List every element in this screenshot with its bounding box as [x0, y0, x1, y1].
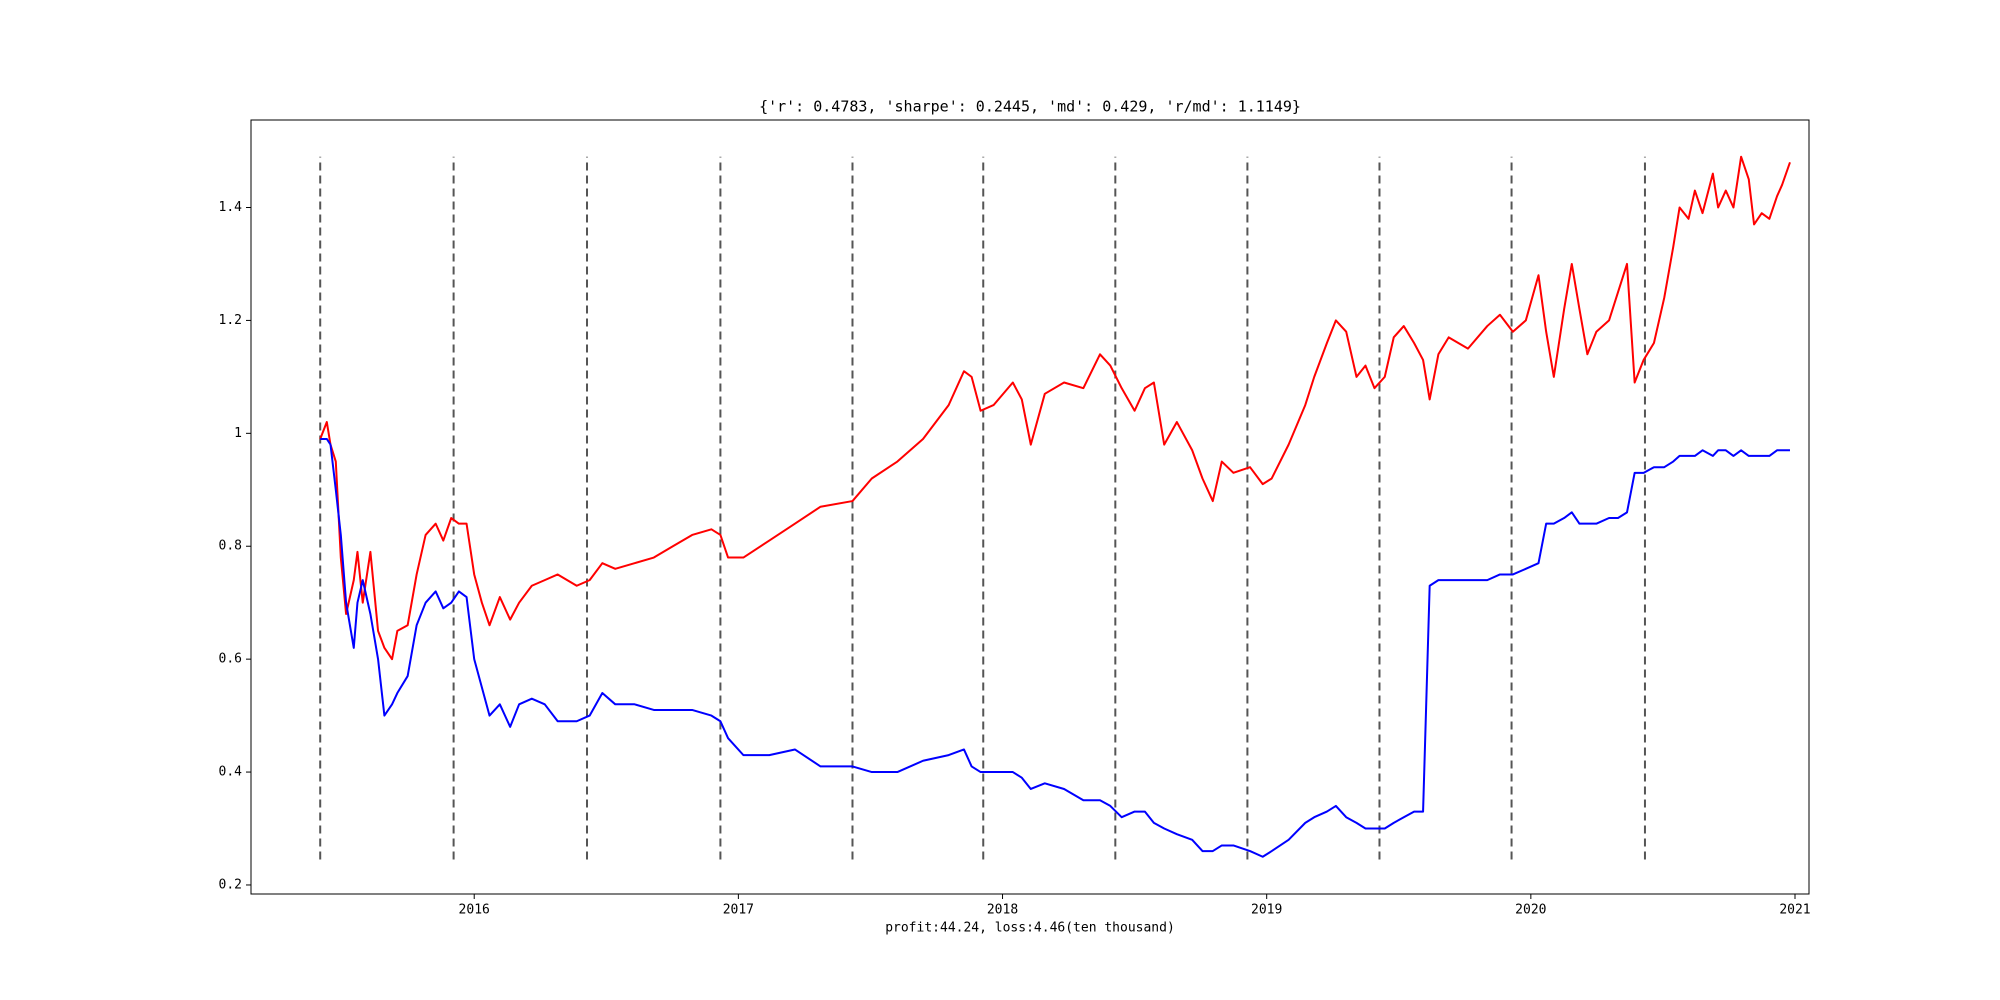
series-line — [319, 155, 1791, 661]
x-tick-label: 2016 — [459, 903, 490, 918]
y-tick-label: 1.4 — [219, 200, 243, 215]
x-axis-label: profit:44.24, loss:4.46(ten thousand) — [885, 921, 1175, 936]
y-tick-label: 1 — [234, 426, 242, 441]
x-tick-label: 2021 — [1779, 903, 1810, 918]
chart-title: {'r': 0.4783, 'sharpe': 0.2445, 'md': 0.… — [759, 98, 1301, 116]
x-tick-label: 2020 — [1515, 903, 1546, 918]
series-line — [320, 437, 1790, 858]
y-tick-label: 0.6 — [219, 652, 242, 667]
y-tick-label: 0.8 — [219, 539, 242, 554]
x-tick-label: 2019 — [1251, 903, 1282, 918]
x-tick-label: 2017 — [723, 903, 754, 918]
y-tick-label: 0.4 — [219, 765, 243, 780]
x-tick-label: 2018 — [987, 903, 1018, 918]
y-tick-label: 1.2 — [219, 313, 242, 328]
plot-frame — [250, 119, 1810, 895]
y-tick-label: 0.2 — [219, 877, 242, 892]
